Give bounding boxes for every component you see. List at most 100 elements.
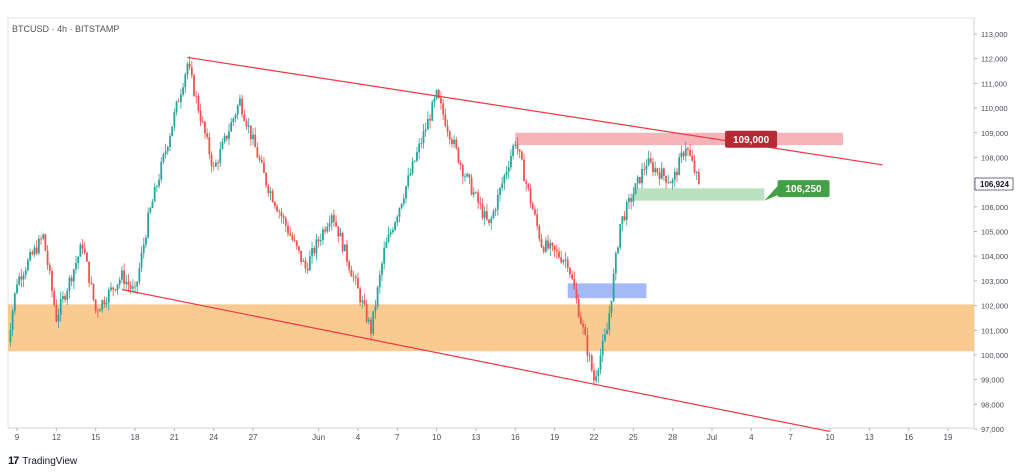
candle-body xyxy=(140,252,143,268)
candle-body xyxy=(665,176,667,183)
candle-body xyxy=(300,250,303,262)
candle-body xyxy=(383,247,386,264)
y-tick-label: 108,000 xyxy=(981,153,1008,162)
candle-body xyxy=(315,239,318,254)
x-tick-label: 15 xyxy=(91,433,100,442)
candle-body xyxy=(623,216,626,220)
candle-body xyxy=(584,327,587,335)
candle-body xyxy=(643,168,646,170)
candle-body xyxy=(287,225,289,234)
candle-body xyxy=(621,216,624,224)
candle-body xyxy=(118,279,121,285)
candle-body xyxy=(324,229,327,232)
candle-body xyxy=(470,177,473,195)
candle-body xyxy=(153,186,156,202)
candle-body xyxy=(219,149,222,164)
candle-body xyxy=(223,135,226,142)
x-tick-label: 24 xyxy=(209,433,218,442)
y-tick-label: 110,000 xyxy=(981,104,1008,113)
candle-body xyxy=(558,251,560,258)
candle-body xyxy=(129,285,132,289)
candle-body xyxy=(590,355,593,371)
candle-body xyxy=(339,233,342,237)
candle-body xyxy=(123,270,125,284)
candle-body xyxy=(346,244,348,262)
candle-body xyxy=(99,309,101,312)
candle-body xyxy=(614,253,617,274)
candle-body xyxy=(311,248,313,257)
candle-body xyxy=(682,152,685,157)
candle-body xyxy=(51,270,53,291)
candle-body xyxy=(313,248,316,254)
candle-body xyxy=(291,235,294,240)
candle-body xyxy=(575,288,578,299)
candle-body xyxy=(547,240,549,249)
candle-body xyxy=(354,276,357,279)
candle-body xyxy=(610,300,613,314)
candle-body xyxy=(475,192,477,194)
candle-body xyxy=(453,139,455,145)
y-tick-label: 99,000 xyxy=(981,376,1004,385)
candle-body xyxy=(398,208,401,217)
y-tick-label: 102,000 xyxy=(981,302,1008,311)
candle-body xyxy=(260,159,263,163)
price-badge-label: 106,250 xyxy=(785,184,822,195)
candle-body xyxy=(420,143,423,144)
candle-body xyxy=(136,281,139,287)
x-tick-label: 16 xyxy=(511,433,520,442)
candle-body xyxy=(485,211,488,220)
y-tick-label: 97,000 xyxy=(981,425,1004,434)
candle-body xyxy=(11,310,14,330)
zone-blue xyxy=(567,283,647,299)
candle-body xyxy=(418,143,421,153)
candle-body xyxy=(673,171,676,180)
candle-body xyxy=(77,256,80,263)
candle-body xyxy=(206,133,209,137)
candle-body xyxy=(24,270,27,275)
candle-body xyxy=(199,110,202,122)
candle-body xyxy=(335,221,337,227)
x-tick-label: Jul xyxy=(707,433,717,442)
y-tick-label: 106,000 xyxy=(981,203,1008,212)
price-badge-label: 109,000 xyxy=(733,135,770,146)
candle-body xyxy=(488,219,490,224)
candle-body xyxy=(127,281,130,286)
zone-demand xyxy=(8,304,974,352)
candle-body xyxy=(451,139,453,145)
candle-body xyxy=(413,160,416,162)
candle-body xyxy=(160,161,163,180)
candle-body xyxy=(267,185,270,193)
x-tick-label: 19 xyxy=(550,433,559,442)
candle-body xyxy=(114,289,117,291)
candle-body xyxy=(496,194,499,210)
candle-body xyxy=(195,95,198,97)
candle-body xyxy=(645,165,648,170)
candle-body xyxy=(175,101,178,113)
candle-body xyxy=(75,262,77,270)
candle-body xyxy=(221,141,224,150)
candle-body xyxy=(332,215,335,222)
candle-body xyxy=(282,216,285,219)
y-tick-label: 100,000 xyxy=(981,351,1008,360)
x-tick-label: 25 xyxy=(629,433,638,442)
candle-body xyxy=(27,260,29,271)
candle-body xyxy=(597,369,600,377)
candle-body xyxy=(667,182,670,184)
candle-body xyxy=(217,162,219,164)
candle-body xyxy=(180,94,182,102)
candle-body xyxy=(361,300,364,303)
candle-body xyxy=(70,277,73,282)
candle-body xyxy=(177,101,180,103)
candle-body xyxy=(284,218,287,226)
candle-body xyxy=(542,247,545,252)
candle-body xyxy=(396,216,399,223)
candle-body xyxy=(53,290,56,305)
candle-body xyxy=(64,296,66,300)
candle-body xyxy=(33,247,36,255)
candle-body xyxy=(689,149,692,156)
candle-body xyxy=(105,302,108,305)
candle-body xyxy=(116,284,119,291)
candle-body xyxy=(162,154,165,162)
